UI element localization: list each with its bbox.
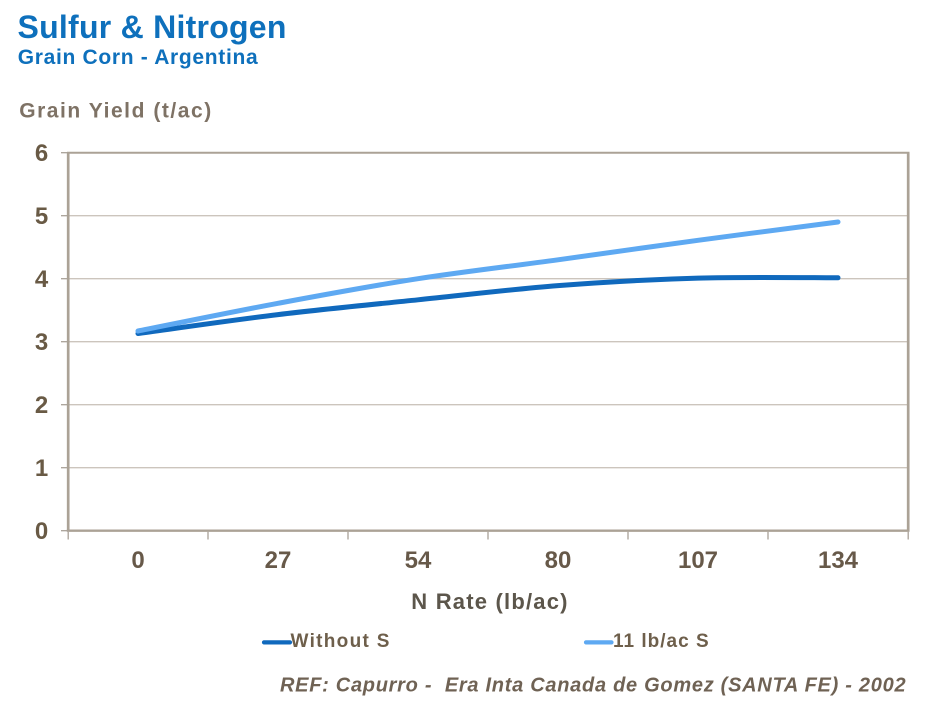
svg-text:27: 27 (265, 547, 292, 574)
svg-text:107: 107 (678, 547, 718, 574)
svg-text:Grain Corn - Argentina: Grain Corn - Argentina (18, 46, 259, 69)
svg-text:5: 5 (35, 203, 48, 230)
svg-text:Without S: Without S (291, 631, 391, 652)
svg-text:3: 3 (35, 329, 48, 356)
svg-text:REF: Capurro - Era Inta Canad: REF: Capurro - Era Inta Canada de Gomez … (280, 675, 906, 697)
svg-text:1: 1 (35, 455, 48, 482)
svg-text:4: 4 (35, 266, 49, 293)
svg-text:6: 6 (35, 140, 48, 167)
svg-text:2: 2 (35, 392, 48, 419)
svg-text:0: 0 (131, 547, 144, 574)
svg-text:54: 54 (405, 547, 432, 574)
svg-text:Sulfur & Nitrogen: Sulfur & Nitrogen (18, 9, 287, 45)
svg-text:11 lb/ac S: 11 lb/ac S (613, 631, 710, 652)
svg-text:Grain Yield (t/ac): Grain Yield (t/ac) (19, 99, 213, 122)
svg-text:134: 134 (818, 547, 859, 574)
svg-text:80: 80 (545, 547, 572, 574)
svg-text:N Rate (lb/ac): N Rate (lb/ac) (411, 589, 568, 614)
svg-text:0: 0 (35, 518, 48, 545)
